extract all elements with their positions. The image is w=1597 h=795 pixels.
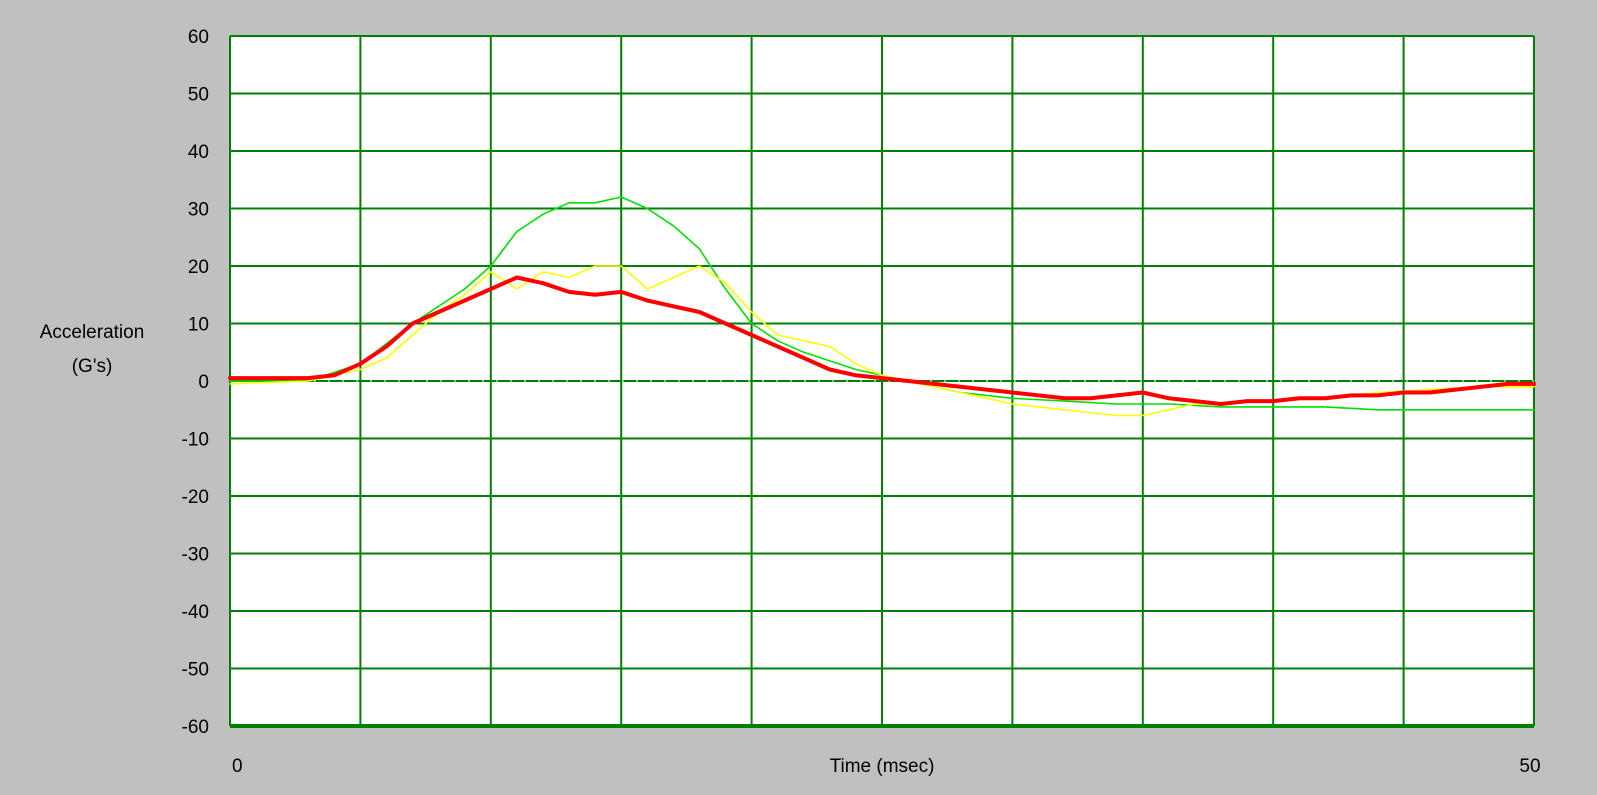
grid-lines bbox=[229, 35, 1535, 728]
y-tick-label: 30 bbox=[188, 200, 209, 221]
x-tick-label: 0 bbox=[232, 756, 243, 777]
y-tick-label: 50 bbox=[188, 85, 209, 106]
y-axis-label-line1: Acceleration bbox=[40, 322, 145, 343]
series-lines bbox=[228, 196, 1536, 417]
y-axis-label-line2: (G's) bbox=[72, 356, 113, 377]
y-tick-label: 10 bbox=[188, 315, 209, 336]
x-tick-label: 50 bbox=[1519, 756, 1540, 777]
x-axis-ticks: 0 50 bbox=[232, 756, 1541, 777]
y-tick-label: 20 bbox=[188, 257, 209, 278]
y-tick-label: 60 bbox=[188, 27, 209, 48]
series-line-1 bbox=[229, 196, 1535, 411]
series-line-3 bbox=[228, 275, 1536, 406]
y-tick-label: -30 bbox=[182, 545, 209, 566]
y-tick-label: -60 bbox=[182, 717, 209, 738]
y-tick-label: -20 bbox=[182, 487, 209, 508]
y-tick-label: 0 bbox=[198, 372, 209, 393]
x-axis-label: Time (msec) bbox=[830, 756, 935, 777]
y-axis-ticks: 60 50 40 30 20 10 0 -10 -20 -30 -40 -50 -60 bbox=[182, 27, 209, 738]
y-tick-label: -50 bbox=[182, 660, 209, 681]
y-tick-label: 40 bbox=[188, 142, 209, 163]
y-tick-label: -40 bbox=[182, 602, 209, 623]
y-tick-label: -10 bbox=[182, 430, 209, 451]
